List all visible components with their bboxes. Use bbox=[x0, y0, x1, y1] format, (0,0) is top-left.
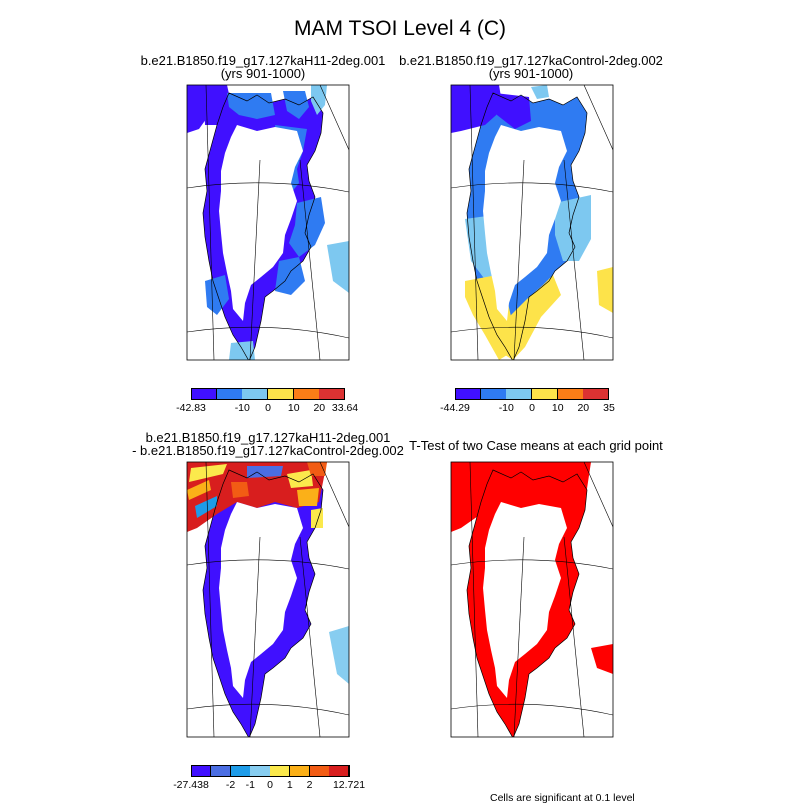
panel4-map bbox=[451, 462, 613, 737]
legend2-label: 10 bbox=[551, 402, 564, 414]
panel3-map bbox=[187, 462, 349, 737]
legend3-label: 1 bbox=[286, 779, 293, 791]
legend3-swatch bbox=[210, 765, 231, 777]
panel1-title: b.e21.B1850.f19_g17.127kaH11-2deg.001 (y… bbox=[118, 54, 408, 80]
legend2-swatch bbox=[532, 388, 559, 400]
legend1-label: 0 bbox=[265, 402, 271, 414]
panel1-frame bbox=[186, 84, 350, 361]
panel1-map bbox=[187, 85, 349, 360]
legend1-label: 33.64 bbox=[331, 402, 359, 414]
legend2-colorbar: -44.29 -10 0 10 20 35 bbox=[440, 388, 615, 414]
legend2-label: 0 bbox=[529, 402, 535, 414]
legend1-swatch bbox=[268, 388, 295, 400]
legend3-label: -1 bbox=[245, 779, 255, 791]
panel4-frame bbox=[450, 461, 614, 738]
panel1-title-line2: (yrs 901-1000) bbox=[220, 66, 306, 81]
legend1-label: 20 bbox=[313, 402, 326, 414]
panel4-title: T-Test of two Case means at each grid po… bbox=[386, 439, 686, 452]
legend2-swatch bbox=[506, 388, 533, 400]
figure-title: MAM TSOI Level 4 (C) bbox=[294, 17, 506, 40]
legend3-label: 0 bbox=[267, 779, 273, 791]
panel1-title-line1: b.e21.B1850.f19_g17.127kaH11-2deg.001 bbox=[140, 53, 386, 68]
legend2-label: -10 bbox=[498, 402, 514, 414]
panel2-frame bbox=[450, 84, 614, 361]
panel3-frame bbox=[186, 461, 350, 738]
legend2-label: 20 bbox=[577, 402, 590, 414]
legend2-swatch bbox=[557, 388, 584, 400]
legend3-colorbar: -27.438 -2 -1 0 1 2 12.721 bbox=[173, 765, 365, 791]
legend3-label: -2 bbox=[225, 779, 236, 791]
legend3-label: -27.438 bbox=[173, 779, 209, 791]
legend1-swatch bbox=[293, 388, 320, 400]
legend2-swatch bbox=[480, 388, 507, 400]
legend1-swatch bbox=[191, 388, 218, 400]
legend3-swatch bbox=[309, 765, 330, 777]
legend1-swatch bbox=[216, 388, 243, 400]
legend3-swatch bbox=[270, 765, 291, 777]
legend2-label: 35 bbox=[603, 402, 615, 414]
panel4-title-line1: T-Test of two Case means at each grid po… bbox=[409, 438, 663, 453]
legend1-colorbar: -42.83 -10 0 10 20 33.64 bbox=[176, 388, 358, 414]
panel2-title-line2: (yrs 901-1000) bbox=[488, 66, 574, 81]
legend3-swatch bbox=[289, 765, 310, 777]
legend1-label: -42.83 bbox=[176, 402, 206, 414]
legend3-swatch bbox=[191, 765, 212, 777]
legend3-label: 2 bbox=[306, 779, 313, 791]
legend1-label: 10 bbox=[287, 402, 300, 414]
legend1-swatch bbox=[242, 388, 269, 400]
legend3-label: 12.721 bbox=[332, 779, 366, 791]
panel3-title-line1: b.e21.B1850.f19_g17.127kaH11-2deg.001 bbox=[145, 430, 391, 445]
panel3-title-line2: - b.e21.B1850.f19_g17.127kaControl-2deg.… bbox=[132, 443, 404, 458]
legend2-label: -44.29 bbox=[440, 402, 470, 414]
panel2-title: b.e21.B1850.f19_g17.127kaControl-2deg.00… bbox=[386, 54, 676, 80]
legend1-label: -10 bbox=[234, 402, 250, 414]
significance-note: Cells are significant at 0.1 level bbox=[490, 792, 635, 804]
legend3-swatch bbox=[230, 765, 251, 777]
panel2-map bbox=[451, 85, 613, 360]
panel3-title: b.e21.B1850.f19_g17.127kaH11-2deg.001 - … bbox=[118, 431, 418, 457]
panel2-title-line1: b.e21.B1850.f19_g17.127kaControl-2deg.00… bbox=[399, 53, 663, 68]
legend2-swatch bbox=[455, 388, 482, 400]
legend3-swatch bbox=[250, 765, 271, 777]
